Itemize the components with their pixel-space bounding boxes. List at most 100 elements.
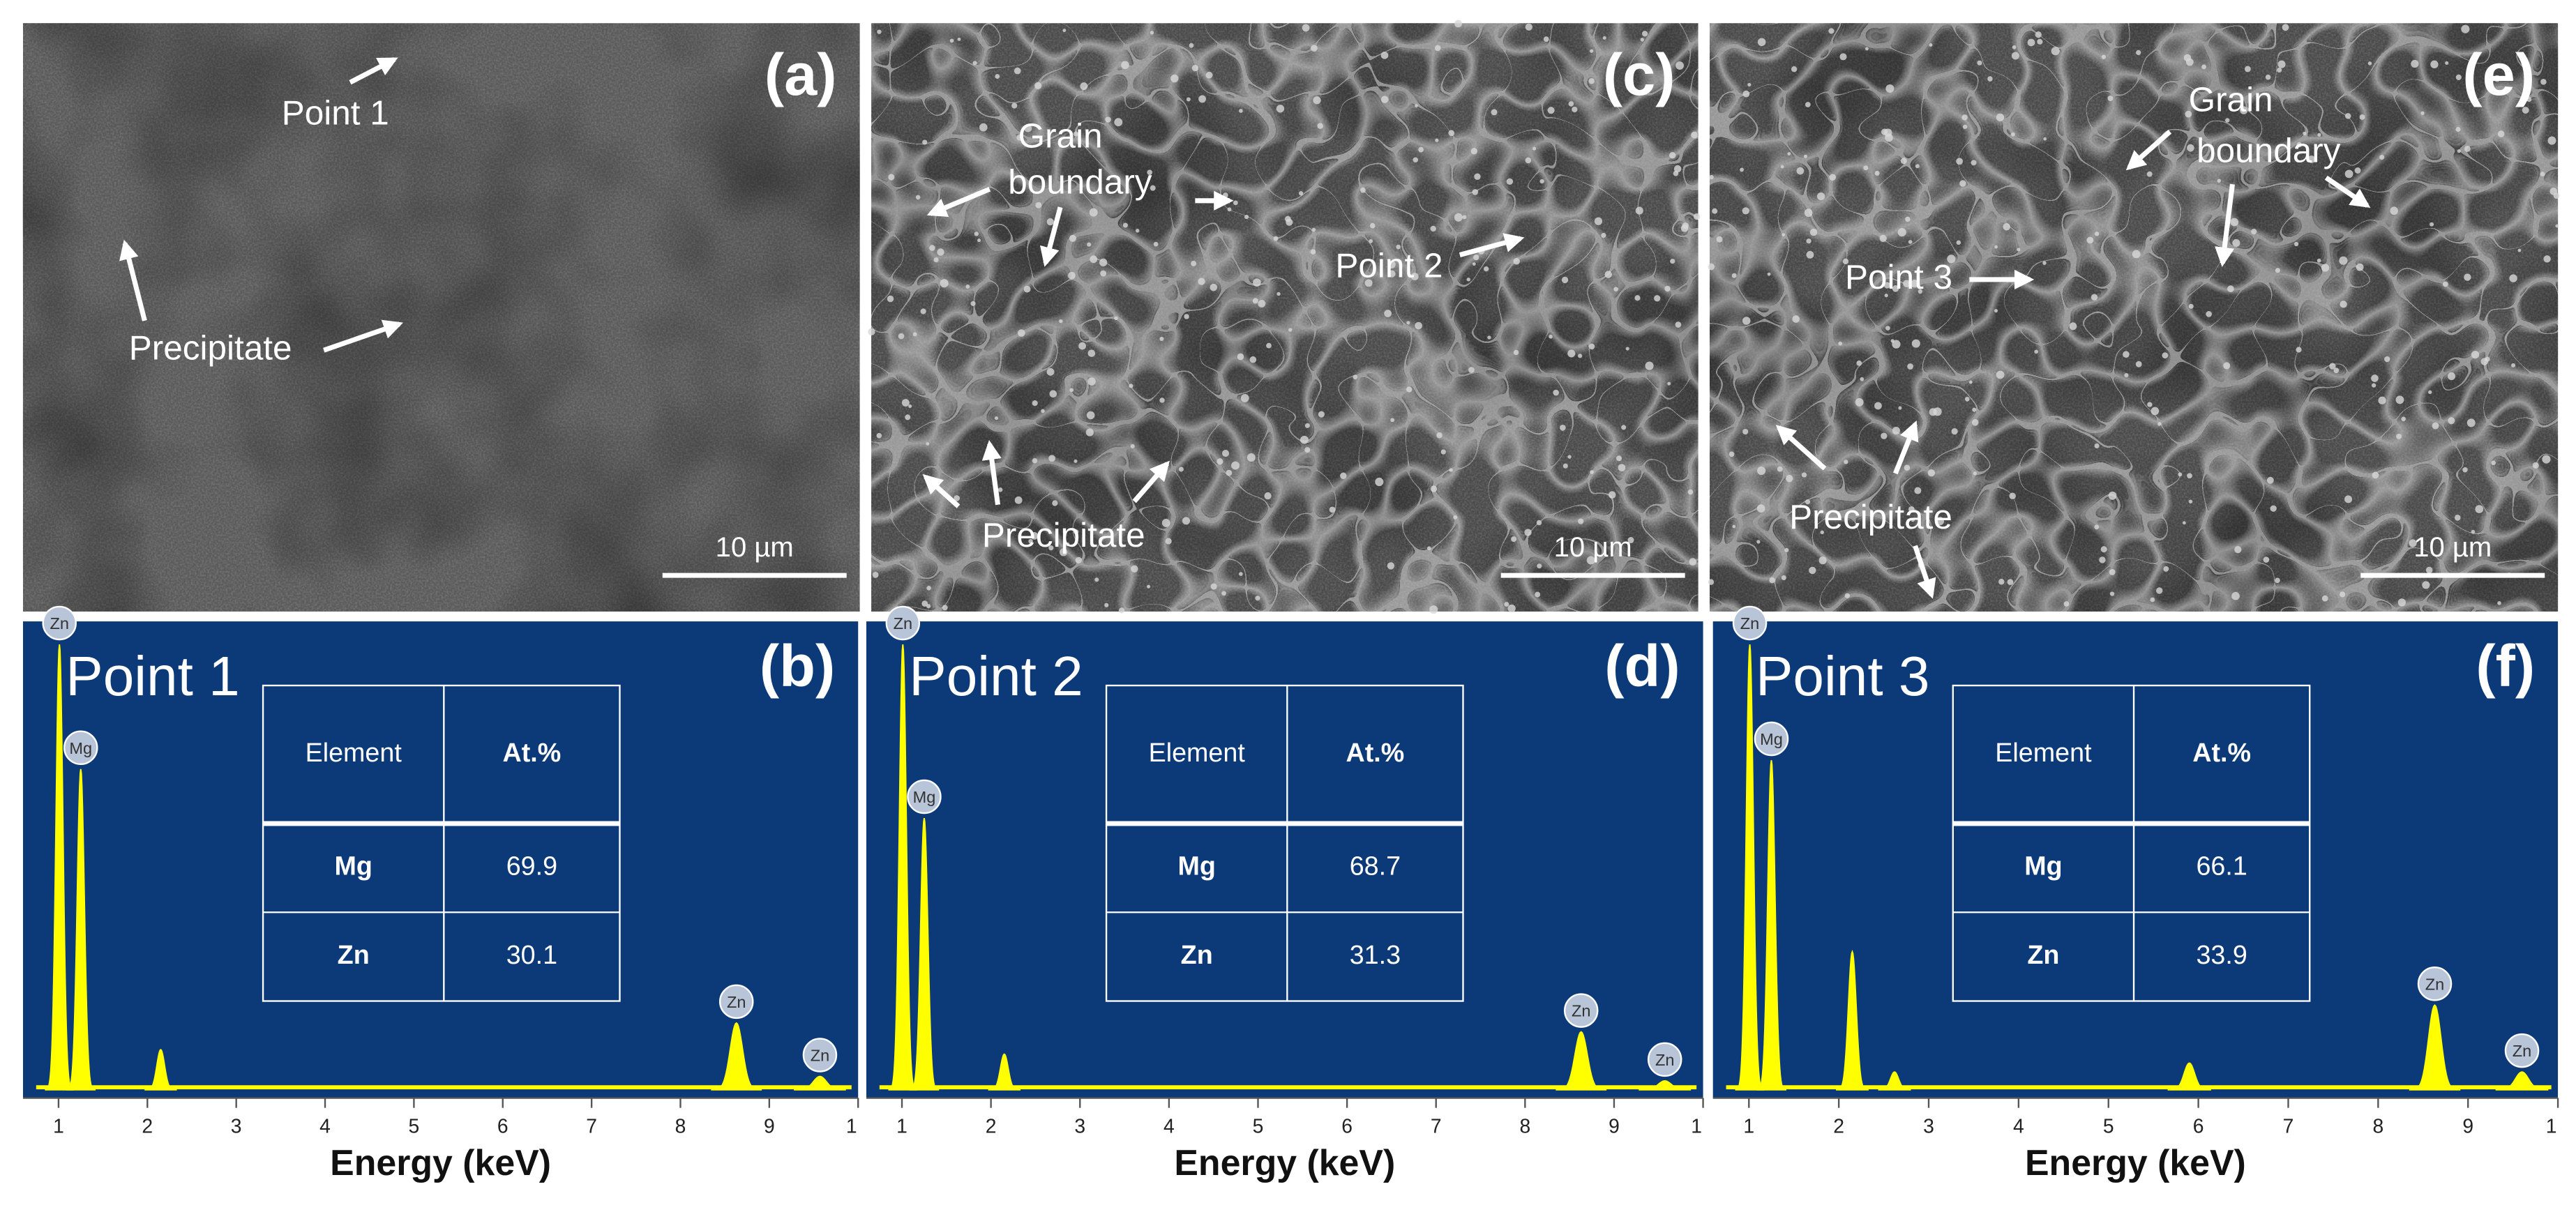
precipitate-dot [908, 404, 912, 409]
table-header: Element [306, 738, 402, 767]
precipitate-dot [1302, 24, 1310, 32]
precipitate-dot [1621, 425, 1627, 430]
precipitate-dot [1222, 192, 1228, 198]
precipitate-dot [1429, 605, 1438, 614]
precipitate-dot [2333, 367, 2340, 374]
precipitate-dot [1804, 154, 1807, 158]
precipitate-dot [1879, 234, 1887, 243]
precipitate-dot [2471, 529, 2476, 534]
peak [711, 1022, 762, 1091]
peak-label: Zn [811, 1047, 829, 1065]
precipitate-dot [2455, 126, 2461, 132]
precipitate-dot [1023, 285, 1031, 293]
spectrum-title: Point 2 [909, 644, 1083, 707]
precipitate-dot [977, 238, 981, 243]
arrow [2125, 130, 2172, 171]
precipitate-dot [1436, 432, 1443, 439]
spectrum-title: Point 1 [66, 644, 239, 707]
precipitate-dot [2307, 156, 2316, 163]
table-cell: Zn [1181, 940, 1213, 969]
arrow [1040, 206, 1063, 267]
precipitate-dot [1448, 130, 1455, 137]
precipitate-dot [2491, 460, 2496, 466]
precipitate-dot [972, 61, 977, 66]
x-tick-label: 5 [409, 1114, 420, 1137]
precipitate-dot [2094, 524, 2100, 530]
precipitate-dot [1784, 547, 1789, 552]
precipitate-dot [872, 572, 879, 578]
precipitate-dot [2275, 577, 2280, 584]
precipitate-dot [888, 174, 895, 181]
table-header: Element [1149, 738, 1246, 767]
precipitate-dot [1537, 563, 1542, 569]
precipitate-dot [1716, 236, 1723, 243]
precipitate-dot [1415, 104, 1418, 108]
precipitate-dot [2069, 322, 2077, 331]
precipitate-dot [1731, 273, 1737, 278]
precipitate-dot [1449, 468, 1453, 472]
precipitate-dot [2147, 402, 2153, 407]
precipitate-dot [1740, 167, 1744, 172]
precipitate-dot [1525, 23, 1532, 31]
precipitate-dot [1669, 152, 1676, 159]
precipitate-dot [1065, 542, 1070, 547]
precipitate-dot [1118, 607, 1125, 614]
precipitate-dot [1046, 367, 1055, 376]
precipitate-dot [1406, 386, 1413, 393]
precipitate-dot [1104, 602, 1109, 607]
peak-label: Mg [913, 788, 936, 806]
precipitate-dot [1255, 596, 1260, 601]
precipitate-dot [1094, 577, 1099, 582]
annotation: boundary [1008, 162, 1152, 201]
precipitate-dot [1829, 174, 1837, 181]
table-cell: Mg [334, 851, 372, 881]
precipitate-dot [1239, 572, 1243, 576]
precipitate-dot [1532, 146, 1537, 151]
precipitate-dot [997, 487, 1003, 492]
peak [794, 1075, 846, 1091]
sem-grain-boundaries [871, 23, 1698, 612]
precipitate-dot [2240, 106, 2248, 114]
precipitate-dot [1756, 466, 1766, 476]
precipitate-dot [2277, 60, 2286, 68]
precipitate-dot [1961, 114, 1968, 121]
precipitate-dot [1634, 295, 1641, 301]
precipitate-dot [1996, 370, 2005, 379]
precipitate-dot [2447, 372, 2456, 381]
precipitate-dot [2471, 350, 2480, 359]
precipitate-dot [1030, 531, 1039, 540]
precipitate-dot [1129, 384, 1133, 388]
precipitate-dot [1897, 228, 1906, 237]
precipitate-dot [1311, 227, 1316, 232]
precipitate-dot [1078, 342, 1086, 350]
precipitate-dot [2109, 569, 2116, 575]
precipitate-dot [2543, 255, 2551, 263]
precipitate-dot [1964, 397, 1970, 402]
precipitate-dot [1273, 236, 1279, 241]
annotation: Point 1 [282, 93, 389, 132]
precipitate-dot [1284, 215, 1291, 222]
precipitate-dot [1977, 60, 1982, 66]
x-tick-label: 6 [1341, 1114, 1353, 1137]
precipitate-dot [1147, 169, 1152, 176]
table-cell: Zn [338, 940, 370, 969]
precipitate-dot [995, 74, 1000, 79]
precipitate-dot [2034, 349, 2039, 354]
precipitate-dot [2411, 59, 2419, 68]
precipitate-dot [1525, 157, 1532, 164]
precipitate-dot [1588, 78, 1595, 84]
precipitate-dot [1742, 428, 1749, 435]
x-axis-label: Energy (keV) [1174, 1142, 1395, 1183]
x-tick-label: 7 [2283, 1114, 2294, 1137]
precipitate-dot [1252, 298, 1258, 304]
precipitate-dot [1153, 241, 1159, 247]
precipitate-dot [1654, 295, 1661, 302]
peak-label: Zn [50, 614, 68, 632]
precipitate-dot [1732, 524, 1736, 529]
precipitate-dot [1709, 174, 1714, 180]
precipitate-dot [1578, 518, 1584, 524]
x-tick-label: 8 [1519, 1114, 1530, 1137]
precipitate-dot [1892, 427, 1900, 435]
precipitate-dot [1473, 254, 1479, 261]
precipitate-dot [1675, 61, 1685, 70]
